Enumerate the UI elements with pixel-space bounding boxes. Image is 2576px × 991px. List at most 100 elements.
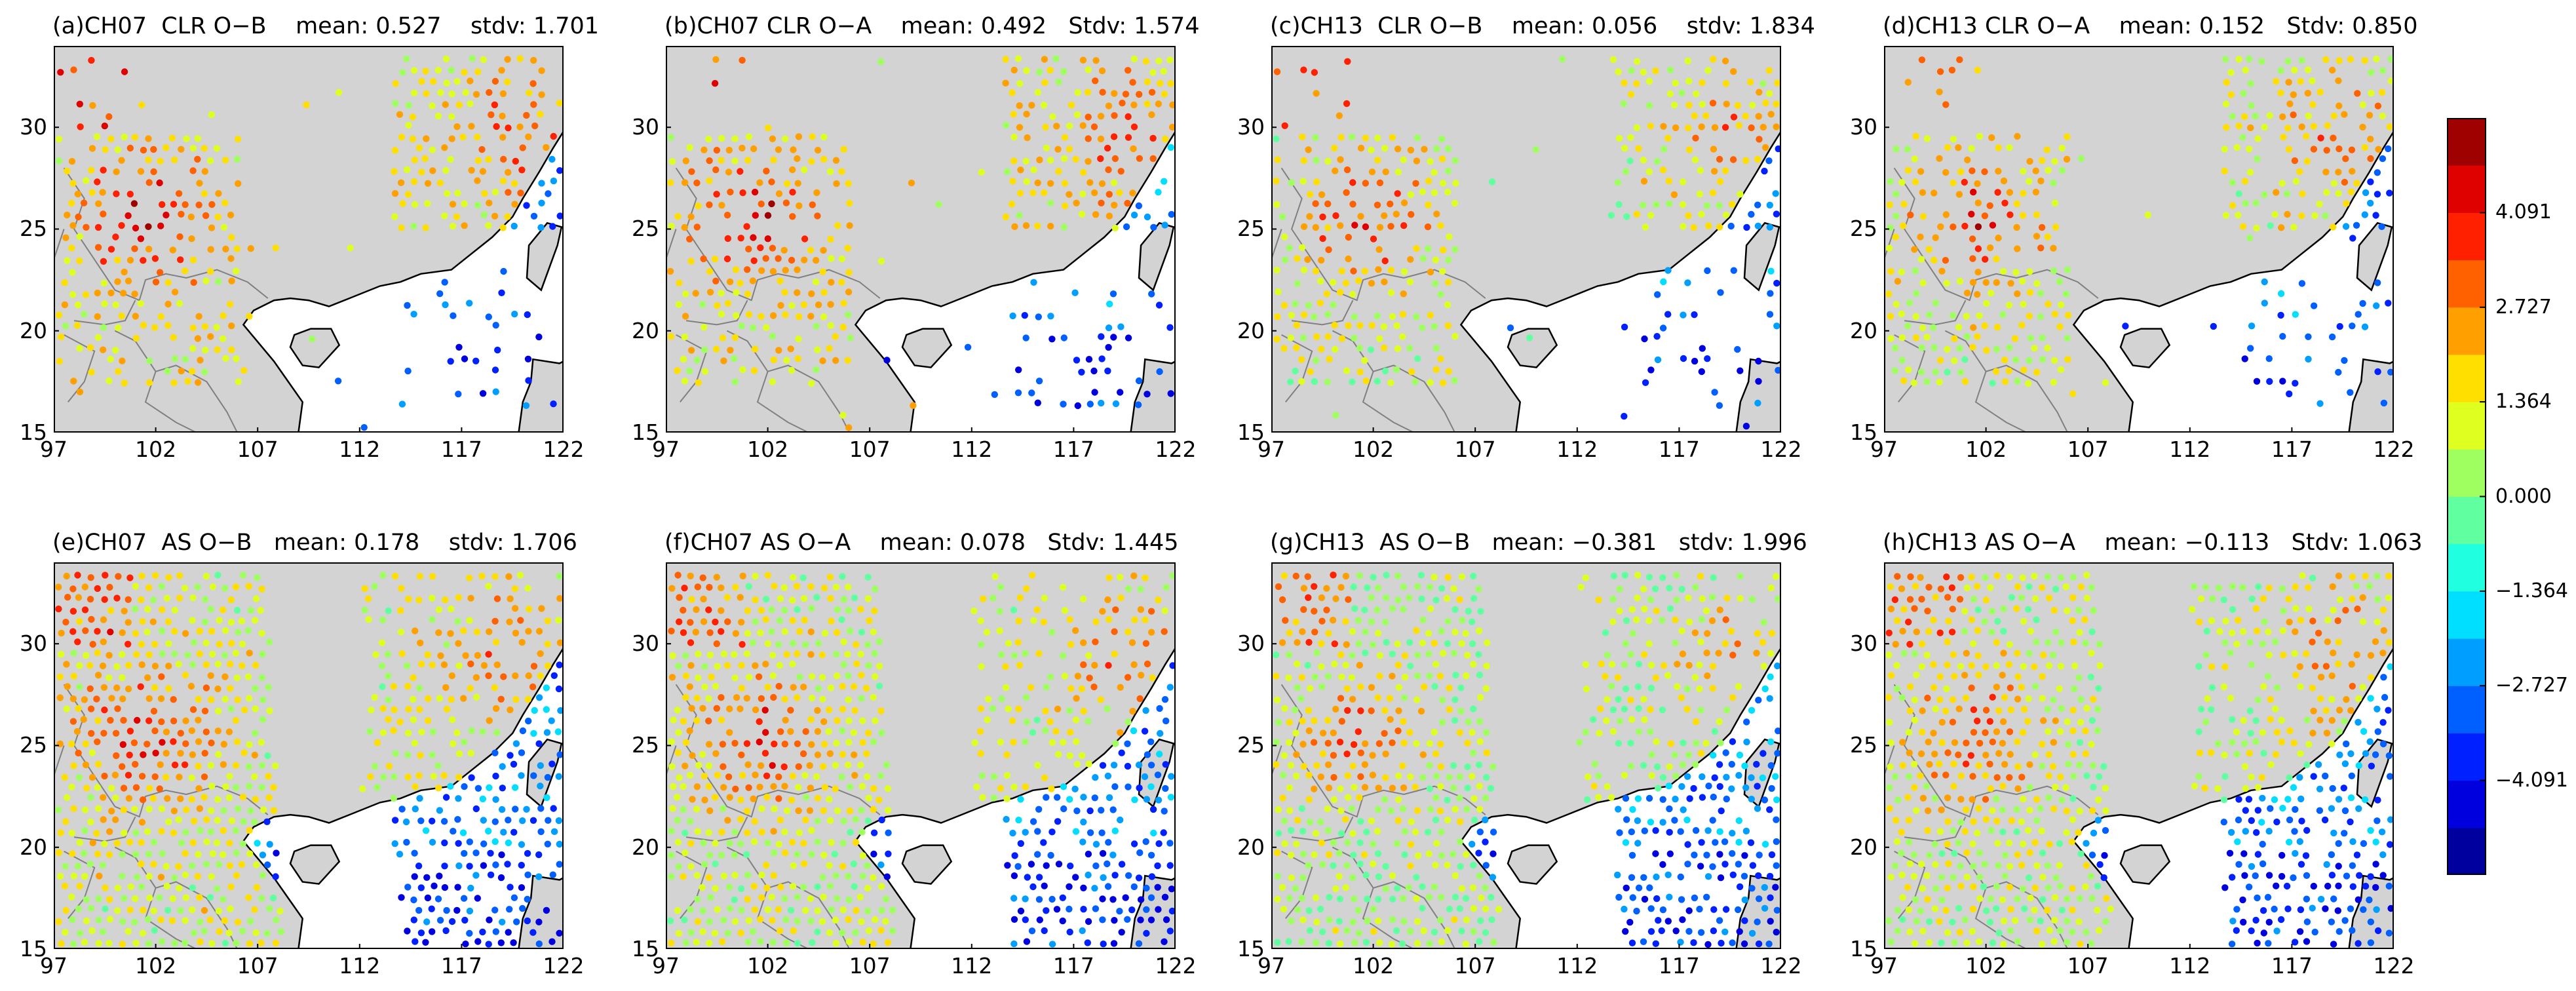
observation-dot <box>64 683 71 690</box>
observation-dot <box>1773 123 1780 130</box>
observation-dot <box>214 213 221 221</box>
observation-dot <box>1635 705 1642 712</box>
observation-dot <box>448 90 455 98</box>
observation-dot <box>2316 400 2324 407</box>
observation-dot <box>1641 605 1648 613</box>
observation-dot <box>1105 343 1112 351</box>
observation-dot <box>761 750 769 757</box>
observation-dot <box>254 574 261 581</box>
observation-dot <box>535 333 543 341</box>
observation-dot <box>2032 167 2039 174</box>
observation-dot <box>756 179 763 186</box>
observation-dot <box>782 716 789 724</box>
observation-dot <box>157 313 164 321</box>
observation-dot <box>2031 884 2039 891</box>
observation-dot <box>380 773 387 781</box>
observation-dot <box>687 818 694 825</box>
observation-dot <box>826 750 834 757</box>
observation-dot <box>758 828 765 836</box>
observation-dot <box>498 67 505 74</box>
observation-dot <box>190 279 197 286</box>
observation-dot <box>706 583 713 591</box>
observation-dot <box>820 718 828 726</box>
observation-dot <box>1772 884 1779 891</box>
observation-dot <box>1343 685 1351 692</box>
observation-dot <box>1679 201 1687 208</box>
observation-dot <box>1345 322 1352 329</box>
observation-dot <box>171 628 178 635</box>
observation-dot <box>178 210 185 218</box>
observation-dot <box>113 594 121 602</box>
observation-dot <box>724 235 731 243</box>
observation-dot <box>1444 617 1451 625</box>
observation-dot <box>1621 145 1628 152</box>
observation-dot <box>157 157 164 165</box>
map-canvas <box>1271 46 1782 434</box>
observation-dot <box>1484 639 1491 646</box>
observation-dot <box>1356 345 1364 352</box>
observation-dot <box>2069 928 2076 935</box>
observation-dot <box>1451 916 1458 923</box>
observation-dot <box>2272 751 2280 758</box>
observation-dot <box>1010 872 1018 880</box>
observation-dot <box>397 179 405 186</box>
observation-dot <box>529 929 537 936</box>
observation-dot <box>1407 863 1414 870</box>
observation-dot <box>1104 883 1112 890</box>
observation-dot <box>864 817 872 825</box>
observation-dot <box>1993 795 2000 803</box>
observation-dot <box>2347 389 2354 396</box>
observation-dot <box>718 607 725 614</box>
observation-dot <box>215 750 222 758</box>
observation-dot <box>1125 783 1132 790</box>
observation-dot <box>2305 355 2312 363</box>
observation-dot <box>1067 641 1075 648</box>
observation-dot <box>70 805 77 812</box>
observation-dot <box>682 313 689 320</box>
observation-dot <box>1097 113 1105 120</box>
observation-dot <box>1640 585 1647 593</box>
observation-dot <box>1645 168 1653 176</box>
observation-dot <box>1047 66 1054 74</box>
observation-dot <box>165 818 172 825</box>
observation-dot <box>443 641 450 648</box>
observation-dot <box>2349 168 2356 175</box>
observation-dot <box>1098 399 1105 407</box>
observation-dot <box>2265 355 2273 362</box>
observation-dot <box>411 849 418 857</box>
observation-dot <box>688 705 695 712</box>
observation-dot <box>1904 146 1912 153</box>
observation-dot <box>107 135 115 143</box>
observation-dot <box>1299 741 1307 748</box>
observation-dot <box>1712 839 1719 846</box>
observation-dot <box>2246 639 2254 646</box>
observation-dot <box>454 816 461 823</box>
observation-dot <box>1672 616 1679 623</box>
observation-dot <box>492 928 499 935</box>
observation-dot <box>361 585 368 593</box>
observation-dot <box>1286 629 1293 636</box>
observation-dot <box>379 683 386 690</box>
observation-dot <box>1976 849 1984 857</box>
observation-dot <box>2223 124 2230 131</box>
observation-dot <box>76 233 83 240</box>
observation-dot <box>768 178 775 185</box>
observation-dot <box>1427 268 1434 276</box>
observation-dot <box>2348 661 2355 668</box>
observation-dot <box>1306 213 1313 220</box>
observation-dot <box>2278 851 2286 859</box>
observation-dot <box>55 311 63 319</box>
observation-dot <box>168 917 176 924</box>
observation-dot <box>417 661 425 668</box>
observation-dot <box>94 738 101 745</box>
observation-dot <box>2012 357 2020 364</box>
observation-dot <box>1090 123 1098 130</box>
observation-dot <box>1008 201 1016 208</box>
observation-dot <box>1964 156 1971 164</box>
observation-dot <box>1458 927 1465 935</box>
observation-dot <box>1993 345 2001 353</box>
observation-dot <box>1999 783 2007 790</box>
observation-dot <box>1418 595 1425 602</box>
x-tick-label: 97 <box>652 437 680 462</box>
observation-dot <box>2045 884 2052 891</box>
